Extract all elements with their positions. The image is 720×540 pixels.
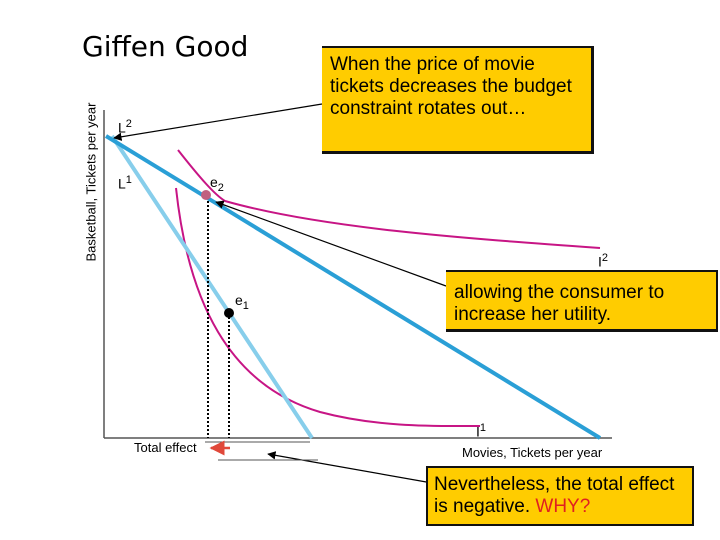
budget-line-l2 [104,134,602,440]
pointer-arrow-top [113,103,323,141]
equilibrium-point-e1 [224,308,234,318]
equilibrium-point-e2 [201,190,211,200]
page-title: Giffen Good [82,30,249,63]
indifference-curve-i2-label: I2 [598,252,609,270]
callout-budget-rotation: When the price of movie tickets decrease… [322,46,594,154]
pointer-arrow-middle [215,200,447,287]
pointer-arrow-bottom [267,451,433,484]
x-axis-label: Movies, Tickets per year [462,445,603,460]
callout-utility-increase: allowing the consumer to increase her ut… [446,270,718,332]
callout-total-effect-text: Nevertheless, the total effect is negati… [434,474,675,517]
callout-total-effect-question: Nevertheless, the total effect is negati… [426,466,694,526]
why-emphasis: WHY? [535,496,591,517]
indifference-curve-i1 [175,187,481,428]
equilibrium-e2-label: e2 [210,174,224,194]
budget-line-l2-label: L2 [118,118,132,136]
total-effect-label: Total effect [134,440,197,455]
budget-line-l1 [110,134,314,440]
indifference-curve-i2 [177,149,601,249]
indifference-curve-i1-label: I1 [476,422,487,440]
budget-line-l1-label: L1 [118,174,132,192]
equilibrium-e1-label: e1 [235,292,249,312]
